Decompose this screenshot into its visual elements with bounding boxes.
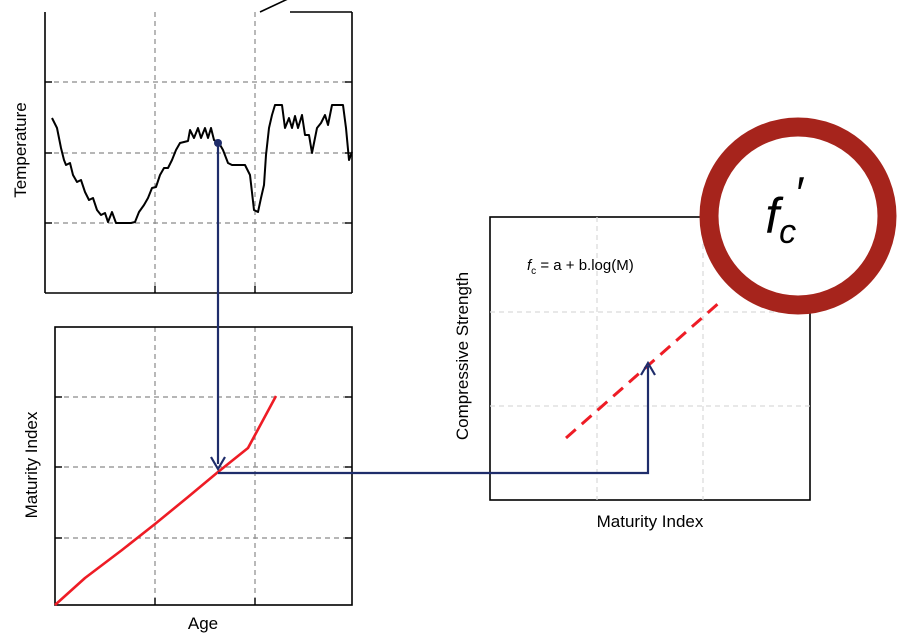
strength-equation-sub: c: [531, 266, 536, 277]
connector-horizontal: [218, 366, 650, 475]
strength-equation-rest: = a + b.log(M): [536, 257, 634, 274]
maturity-ticks: [55, 396, 352, 605]
strength-equation: fc = a + b.log(M): [527, 257, 634, 277]
badge-ring: [699, 117, 897, 315]
arrowhead-up: [640, 360, 656, 376]
strength-fit-line: [565, 300, 721, 440]
arrowhead-down: [210, 456, 226, 472]
temperature-grid: [45, 12, 352, 293]
maturity-ylabel: Maturity Index: [22, 411, 41, 518]
fc-prime-badge: fc′: [699, 117, 897, 315]
temperature-curve: [51, 104, 353, 224]
temperature-panel: Temperature: [11, 0, 353, 294]
strength-xlabel: Maturity Index: [597, 512, 704, 531]
temperature-frame: [44, 0, 353, 294]
maturity-panel: Maturity Index Age: [22, 326, 353, 633]
temperature-ticks: [45, 81, 352, 293]
temperature-ylabel: Temperature: [11, 102, 30, 197]
strength-grid: [490, 217, 810, 500]
strength-panel: fc = a + b.log(M) Compressive Strength M…: [453, 216, 811, 531]
connector-path: [210, 143, 656, 475]
maturity-frame: [54, 326, 353, 606]
strength-ylabel: Compressive Strength: [453, 272, 472, 440]
temperature-point-marker: [214, 139, 222, 147]
maturity-xlabel: Age: [188, 614, 218, 633]
maturity-grid: [55, 327, 352, 605]
maturity-curve: [54, 395, 278, 606]
strength-equation-var: f: [527, 257, 533, 274]
